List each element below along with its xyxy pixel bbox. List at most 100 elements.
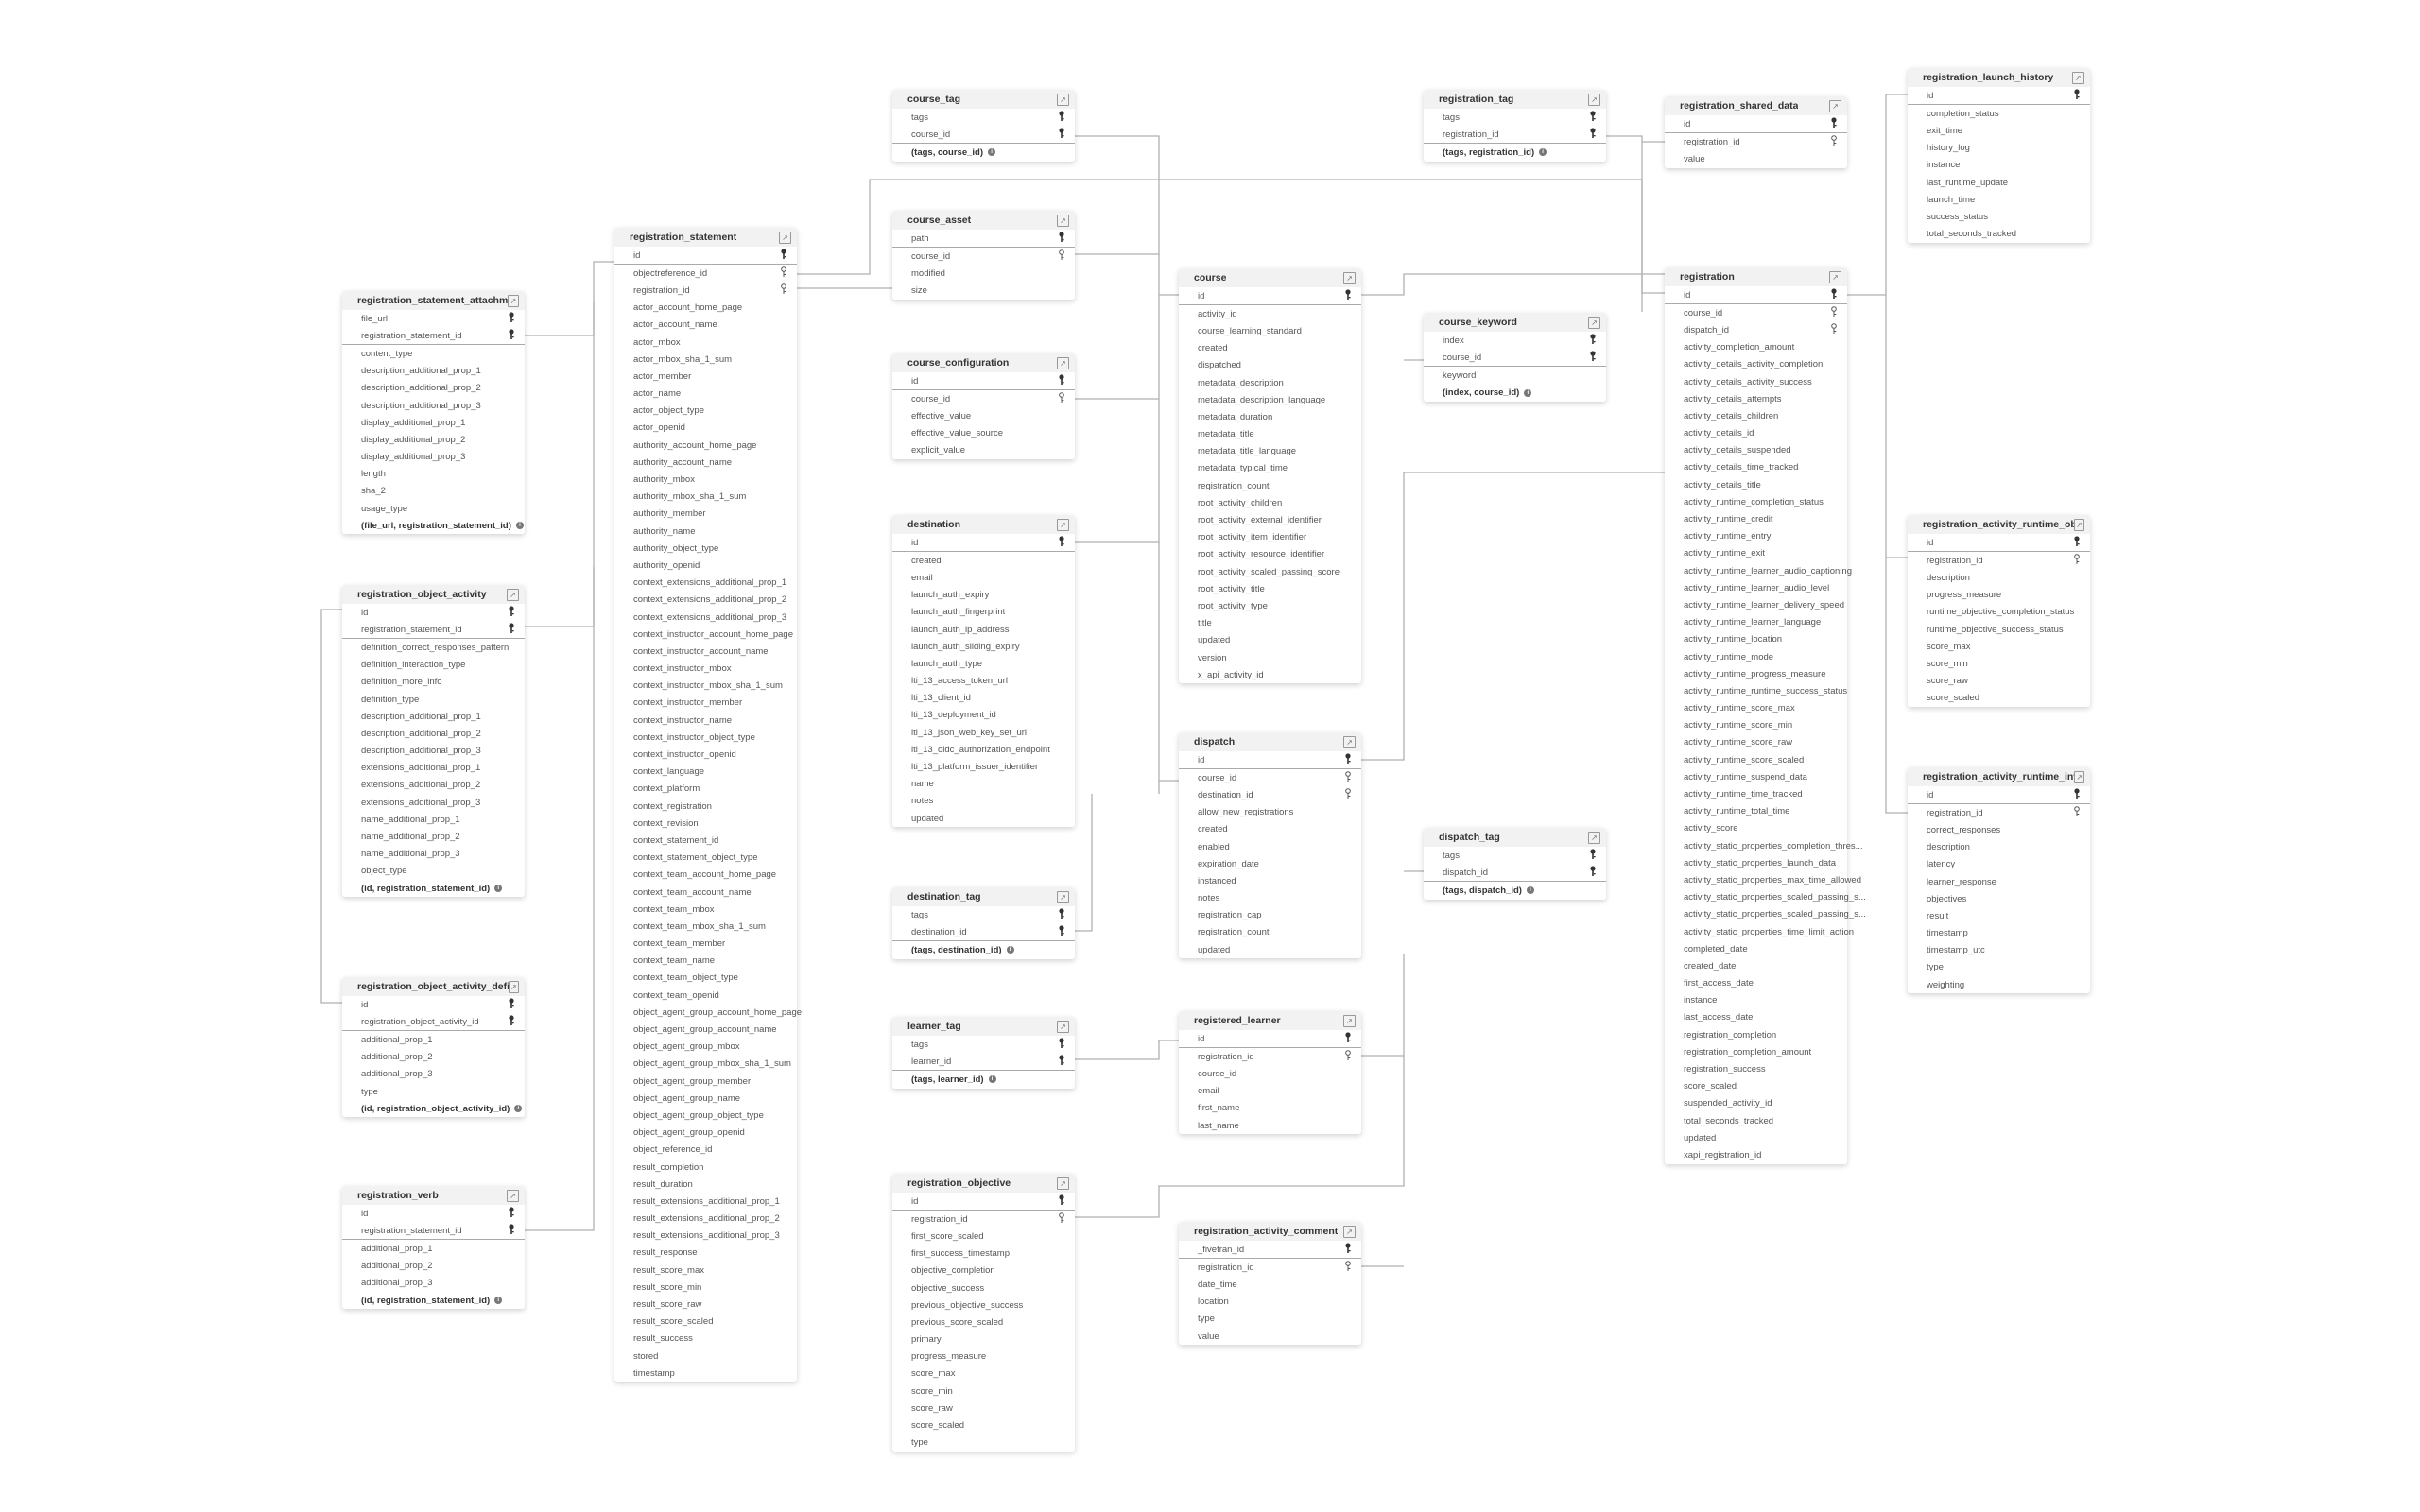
column-row[interactable]: destination_id xyxy=(892,923,1075,942)
table-registration-statement-attachment[interactable]: registration_statement_attachment ↗ file_u… xyxy=(342,291,525,535)
column-row[interactable]: object_type xyxy=(342,863,525,880)
column-row[interactable]: context_team_mbox xyxy=(614,901,797,918)
column-row[interactable]: activity_runtime_score_scaled xyxy=(1665,751,1847,768)
column-row[interactable]: tags xyxy=(892,109,1075,126)
table-destination-tag[interactable]: destination_tag ↗ tags destination_id (tags,… xyxy=(892,887,1075,959)
column-row[interactable]: activity_details_attempts xyxy=(1665,390,1847,407)
column-row[interactable]: description_additional_prop_1 xyxy=(342,363,525,380)
column-row[interactable]: date_time xyxy=(1179,1276,1361,1293)
column-row[interactable]: authority_account_home_page xyxy=(614,437,797,454)
column-row[interactable]: score_max xyxy=(1908,638,2090,655)
column-row[interactable]: effective_value_source xyxy=(892,425,1075,442)
column-row[interactable]: registration_id xyxy=(1908,804,2090,821)
column-row[interactable]: previous_objective_success xyxy=(892,1297,1075,1314)
info-icon[interactable]: i xyxy=(988,1075,996,1084)
column-row[interactable]: context_instructor_name xyxy=(614,712,797,729)
info-icon[interactable]: i xyxy=(514,1105,523,1113)
column-row[interactable]: score_min xyxy=(892,1383,1075,1400)
column-row[interactable]: additional_prop_2 xyxy=(342,1258,525,1275)
column-row[interactable]: instance xyxy=(1665,992,1847,1009)
column-row[interactable]: id xyxy=(614,247,797,266)
column-row[interactable]: score_raw xyxy=(892,1400,1075,1417)
column-row[interactable]: activity_runtime_suspend_data xyxy=(1665,768,1847,785)
open-table-icon[interactable]: ↗ xyxy=(1057,214,1069,227)
column-row[interactable]: lti_13_access_token_url xyxy=(892,673,1075,690)
table-registration-shared-data[interactable]: registration_shared_data ↗ id registration_… xyxy=(1665,96,1847,168)
column-row[interactable]: course_id xyxy=(892,126,1075,145)
column-row[interactable]: first_name xyxy=(1179,1100,1361,1117)
column-row[interactable]: registration_count xyxy=(1179,924,1361,941)
column-row[interactable]: activity_details_activity_success xyxy=(1665,373,1847,390)
column-row[interactable]: launch_auth_sliding_expiry xyxy=(892,638,1075,655)
column-row[interactable]: actor_mbox_sha_1_sum xyxy=(614,351,797,368)
column-row[interactable]: registration_id xyxy=(614,282,797,299)
table-course-tag[interactable]: course_tag ↗ tags course_id (tags, course_id… xyxy=(892,90,1075,162)
table-course[interactable]: course ↗ id activity_id course_learning_stan… xyxy=(1179,268,1361,684)
column-row[interactable]: authority_account_name xyxy=(614,454,797,471)
table-course-keyword[interactable]: course_keyword ↗ index course_id keyword (ind… xyxy=(1424,313,1606,402)
column-row[interactable]: result_extensions_additional_prop_2 xyxy=(614,1211,797,1228)
column-row[interactable]: tags xyxy=(1424,109,1606,126)
column-row[interactable]: result_score_raw xyxy=(614,1296,797,1313)
column-row[interactable]: name_additional_prop_2 xyxy=(342,828,525,845)
column-row[interactable]: activity_completion_amount xyxy=(1665,339,1847,356)
column-row[interactable]: title xyxy=(1179,615,1361,632)
open-table-icon[interactable]: ↗ xyxy=(1057,1177,1069,1190)
column-row[interactable]: registration_id xyxy=(1179,1259,1361,1276)
column-row[interactable]: created xyxy=(892,552,1075,569)
column-row[interactable]: id xyxy=(892,534,1075,553)
table-registration-object-activity[interactable]: registration_object_activity ↗ id registrat… xyxy=(342,585,525,898)
column-row[interactable]: course_learning_standard xyxy=(1179,322,1361,339)
column-row[interactable]: id xyxy=(342,604,525,621)
info-icon[interactable]: i xyxy=(1526,886,1534,895)
column-row[interactable]: created xyxy=(1179,821,1361,838)
column-row[interactable]: activity_runtime_learner_audio_level xyxy=(1665,579,1847,596)
column-row[interactable]: timestamp xyxy=(1908,925,2090,942)
column-row[interactable]: extensions_additional_prop_3 xyxy=(342,794,525,811)
column-row[interactable]: activity_score xyxy=(1665,820,1847,837)
column-row[interactable]: lti_13_client_id xyxy=(892,690,1075,707)
column-row[interactable]: result_extensions_additional_prop_3 xyxy=(614,1228,797,1245)
column-row[interactable]: score_scaled xyxy=(892,1417,1075,1434)
column-row[interactable]: launch_auth_fingerprint xyxy=(892,604,1075,621)
column-row[interactable]: weighting xyxy=(1908,976,2090,993)
column-row[interactable]: name_additional_prop_3 xyxy=(342,846,525,863)
column-row[interactable]: metadata_title xyxy=(1179,426,1361,443)
column-row[interactable]: activity_static_properties_completion_th… xyxy=(1665,837,1863,854)
column-row[interactable]: activity_runtime_exit xyxy=(1665,545,1847,562)
column-row[interactable]: definition_interaction_type xyxy=(342,657,525,674)
column-row[interactable]: file_url xyxy=(342,310,525,327)
column-row[interactable]: metadata_description xyxy=(1179,374,1361,391)
column-row[interactable]: activity_runtime_credit xyxy=(1665,510,1847,527)
column-row[interactable]: id xyxy=(1908,534,2090,553)
column-row[interactable]: id xyxy=(892,372,1075,391)
column-row[interactable]: dispatch_id xyxy=(1665,321,1847,338)
column-row[interactable]: result_success xyxy=(614,1331,797,1348)
column-row[interactable]: notes xyxy=(892,793,1075,810)
column-row[interactable]: last_name xyxy=(1179,1117,1361,1134)
open-table-icon[interactable]: ↗ xyxy=(1588,831,1600,844)
column-row[interactable]: description xyxy=(1908,839,2090,856)
column-row[interactable]: result_response xyxy=(614,1245,797,1262)
column-row[interactable]: lti_13_deployment_id xyxy=(892,707,1075,724)
column-row[interactable]: id xyxy=(1179,287,1361,306)
column-row[interactable]: completion_status xyxy=(1908,105,2090,122)
table-registration-activity-runtime-objective[interactable]: registration_activity_runtime_objective↗… xyxy=(1908,515,2090,707)
column-row[interactable]: metadata_duration xyxy=(1179,408,1361,425)
column-row[interactable]: course_id xyxy=(1424,349,1606,368)
column-row[interactable]: destination_id xyxy=(1179,786,1361,803)
column-row[interactable]: additional_prop_1 xyxy=(342,1031,525,1048)
column-row[interactable]: root_activity_type xyxy=(1179,597,1361,614)
column-row[interactable]: context_instructor_openid xyxy=(614,746,797,763)
column-row[interactable]: object_agent_group_member xyxy=(614,1073,797,1090)
column-row[interactable]: name xyxy=(892,776,1075,793)
column-row[interactable]: additional_prop_1 xyxy=(342,1240,525,1257)
open-table-icon[interactable]: ↗ xyxy=(1057,890,1069,903)
column-row[interactable]: object_agent_group_name xyxy=(614,1090,797,1107)
column-row[interactable]: description xyxy=(1908,569,2090,586)
column-row[interactable]: result_score_min xyxy=(614,1279,797,1296)
column-row[interactable]: latency xyxy=(1908,856,2090,873)
table-dispatch-tag[interactable]: dispatch_tag ↗ tags dispatch_id (tags, dispa… xyxy=(1424,828,1606,900)
open-table-icon[interactable]: ↗ xyxy=(1343,735,1356,748)
column-row[interactable]: email xyxy=(892,569,1075,586)
